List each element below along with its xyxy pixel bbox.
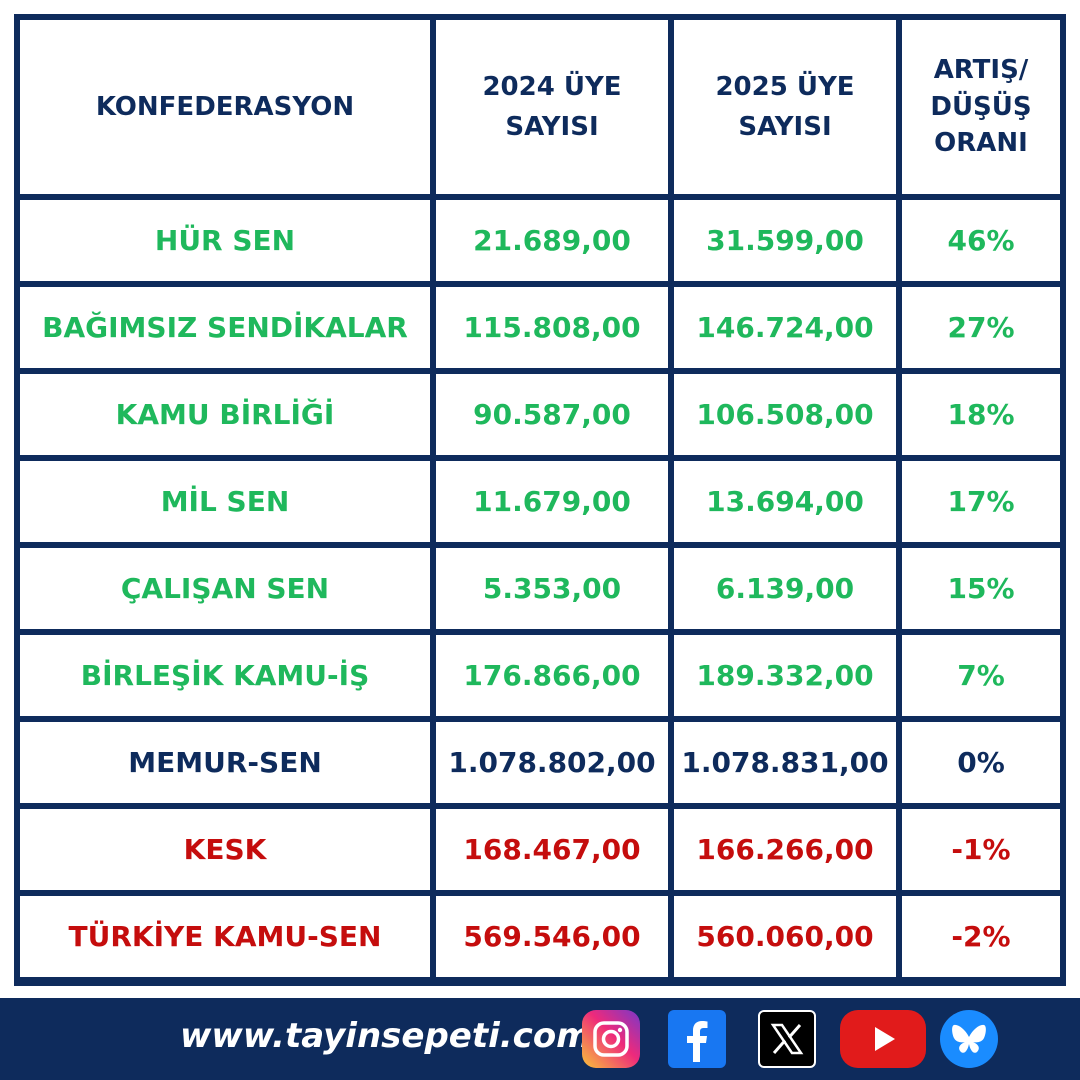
table-row: KESK 168.467,00 166.266,00 -1%	[20, 809, 1060, 890]
change-rate: 17%	[902, 461, 1060, 542]
table-row: HÜR SEN 21.689,00 31.599,00 46%	[20, 200, 1060, 281]
members-2025: 146.724,00	[674, 287, 896, 368]
members-2025: 106.508,00	[674, 374, 896, 455]
x-icon[interactable]	[758, 1010, 816, 1068]
members-2025: 1.078.831,00	[674, 722, 896, 803]
change-rate: 15%	[902, 548, 1060, 629]
confederation-name: HÜR SEN	[20, 200, 430, 281]
confederation-name: BAĞIMSIZ SENDİKALAR	[20, 287, 430, 368]
table-row: MİL SEN 11.679,00 13.694,00 17%	[20, 461, 1060, 542]
members-2024: 1.078.802,00	[436, 722, 668, 803]
data-table-frame: KONFEDERASYON 2024 ÜYE SAYISI 2025 ÜYE S…	[14, 14, 1066, 986]
members-2025: 560.060,00	[674, 896, 896, 977]
header-2024-members: 2024 ÜYE SAYISI	[436, 20, 668, 194]
table-row: ÇALIŞAN SEN 5.353,00 6.139,00 15%	[20, 548, 1060, 629]
members-2025: 31.599,00	[674, 200, 896, 281]
table-row: KAMU BİRLİĞİ 90.587,00 106.508,00 18%	[20, 374, 1060, 455]
table-row: TÜRKİYE KAMU-SEN 569.546,00 560.060,00 -…	[20, 896, 1060, 977]
change-rate: -1%	[902, 809, 1060, 890]
members-2024: 5.353,00	[436, 548, 668, 629]
header-change-rate: ARTIŞ/ DÜŞÜŞ ORANI	[902, 20, 1060, 194]
change-rate: 46%	[902, 200, 1060, 281]
members-2024: 21.689,00	[436, 200, 668, 281]
members-2025: 189.332,00	[674, 635, 896, 716]
youtube-icon[interactable]	[840, 1010, 926, 1068]
confederation-name: TÜRKİYE KAMU-SEN	[20, 896, 430, 977]
members-2024: 115.808,00	[436, 287, 668, 368]
confederation-name: ÇALIŞAN SEN	[20, 548, 430, 629]
website-link[interactable]: www.tayinsepeti.com	[180, 1016, 592, 1056]
table-row: MEMUR-SEN 1.078.802,00 1.078.831,00 0%	[20, 722, 1060, 803]
header-confederation: KONFEDERASYON	[20, 20, 430, 194]
members-2025: 13.694,00	[674, 461, 896, 542]
members-2025: 166.266,00	[674, 809, 896, 890]
members-2024: 176.866,00	[436, 635, 668, 716]
confederation-name: KESK	[20, 809, 430, 890]
change-rate: 27%	[902, 287, 1060, 368]
confederation-name: MİL SEN	[20, 461, 430, 542]
change-rate: 7%	[902, 635, 1060, 716]
table-header-row: KONFEDERASYON 2024 ÜYE SAYISI 2025 ÜYE S…	[20, 20, 1060, 194]
confederation-name: BİRLEŞİK KAMU-İŞ	[20, 635, 430, 716]
change-rate: -2%	[902, 896, 1060, 977]
header-2025-members: 2025 ÜYE SAYISI	[674, 20, 896, 194]
confederation-name: KAMU BİRLİĞİ	[20, 374, 430, 455]
members-2024: 569.546,00	[436, 896, 668, 977]
membership-table: KONFEDERASYON 2024 ÜYE SAYISI 2025 ÜYE S…	[14, 14, 1066, 983]
table-row: BAĞIMSIZ SENDİKALAR 115.808,00 146.724,0…	[20, 287, 1060, 368]
instagram-icon[interactable]	[582, 1010, 640, 1068]
table-row: BİRLEŞİK KAMU-İŞ 176.866,00 189.332,00 7…	[20, 635, 1060, 716]
members-2024: 168.467,00	[436, 809, 668, 890]
confederation-name: MEMUR-SEN	[20, 722, 430, 803]
members-2025: 6.139,00	[674, 548, 896, 629]
members-2024: 90.587,00	[436, 374, 668, 455]
facebook-icon[interactable]	[668, 1010, 726, 1068]
bluesky-icon[interactable]	[940, 1010, 998, 1068]
change-rate: 18%	[902, 374, 1060, 455]
members-2024: 11.679,00	[436, 461, 668, 542]
footer-bar: www.tayinsepeti.com	[0, 998, 1080, 1080]
change-rate: 0%	[902, 722, 1060, 803]
